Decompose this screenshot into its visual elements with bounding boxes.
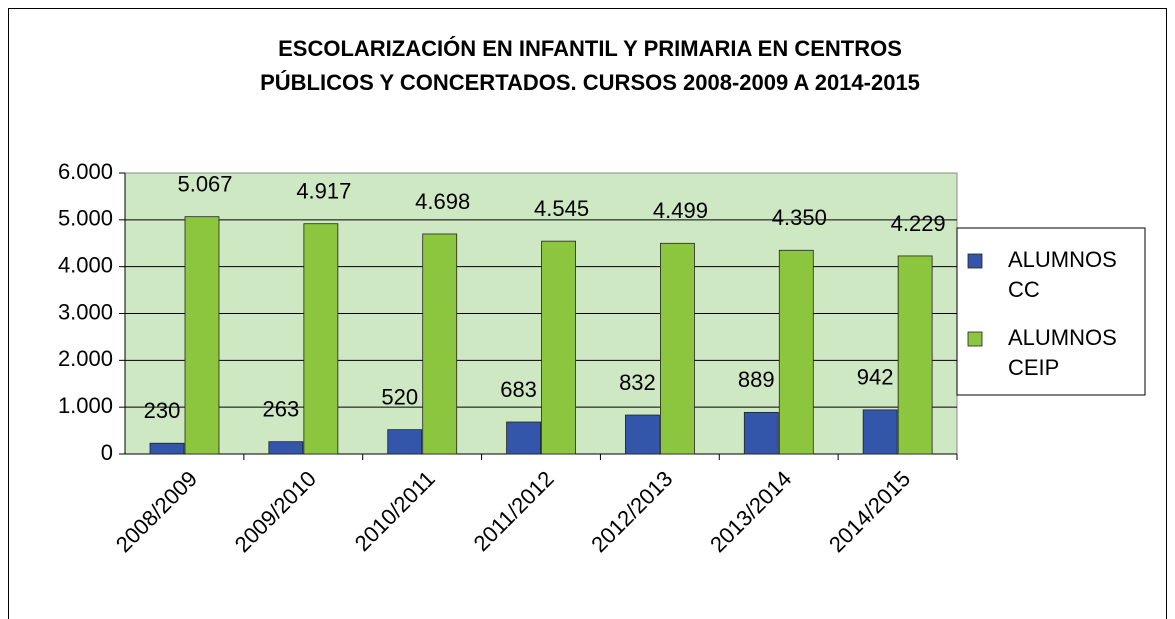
- y-tick-label: 1.000: [58, 393, 113, 418]
- chart-frame: [8, 8, 1167, 619]
- chart-title: PÚBLICOS Y CONCERTADOS. CURSOS 2008-2009…: [260, 70, 920, 95]
- data-label: 4.229: [891, 211, 946, 236]
- legend-label: ALUMNOS CEIP: [1008, 325, 1117, 380]
- data-label: 4.350: [772, 205, 827, 230]
- x-tick-label: 2012/2013: [586, 466, 677, 557]
- y-tick-label: 4.000: [58, 252, 113, 277]
- data-label: 230: [144, 398, 181, 423]
- bar: [387, 429, 423, 455]
- x-tick-label: 2014/2015: [824, 466, 915, 557]
- x-tick-label: 2010/2011: [350, 466, 440, 556]
- legend-label: ALUMNOS CC: [1008, 247, 1117, 302]
- bar: [897, 255, 933, 455]
- bar: [625, 414, 660, 455]
- data-label: 5.067: [177, 172, 232, 197]
- y-tick-label: 2.000: [58, 346, 113, 371]
- y-tick-label: 6.000: [58, 159, 113, 184]
- x-tick-label: 2013/2014: [705, 466, 796, 557]
- data-label: 683: [500, 377, 537, 402]
- bar: [862, 409, 898, 455]
- data-label: 889: [738, 367, 775, 392]
- bar: [660, 242, 695, 455]
- chart-title: ESCOLARIZACIÓN EN INFANTIL Y PRIMARIA EN…: [278, 36, 902, 61]
- data-label: 263: [262, 396, 299, 421]
- data-label: 4.698: [415, 189, 470, 214]
- y-tick-label: 5.000: [58, 206, 113, 231]
- data-label: 520: [381, 384, 418, 409]
- legend-box: [956, 227, 1146, 396]
- data-label: 832: [619, 370, 656, 395]
- bar: [184, 216, 220, 455]
- y-tick-label: 0: [101, 440, 113, 465]
- bar: [541, 240, 576, 455]
- data-label: 4.545: [534, 196, 589, 221]
- data-label: 4.917: [296, 179, 351, 204]
- legend-swatch: [967, 253, 983, 269]
- x-tick-label: 2008/2009: [111, 466, 202, 557]
- bar: [303, 223, 339, 455]
- bar: [743, 411, 779, 455]
- x-tick-label: 2009/2010: [230, 466, 321, 557]
- data-label: 4.499: [653, 198, 708, 223]
- data-label: 942: [857, 365, 894, 390]
- bar: [506, 421, 541, 455]
- x-tick-label: 2011/2012: [469, 466, 559, 556]
- bar: [778, 249, 814, 455]
- bar: [422, 233, 458, 455]
- legend-swatch: [967, 331, 983, 347]
- bar: [149, 442, 185, 455]
- y-tick-label: 3.000: [58, 299, 113, 324]
- bar: [268, 441, 304, 455]
